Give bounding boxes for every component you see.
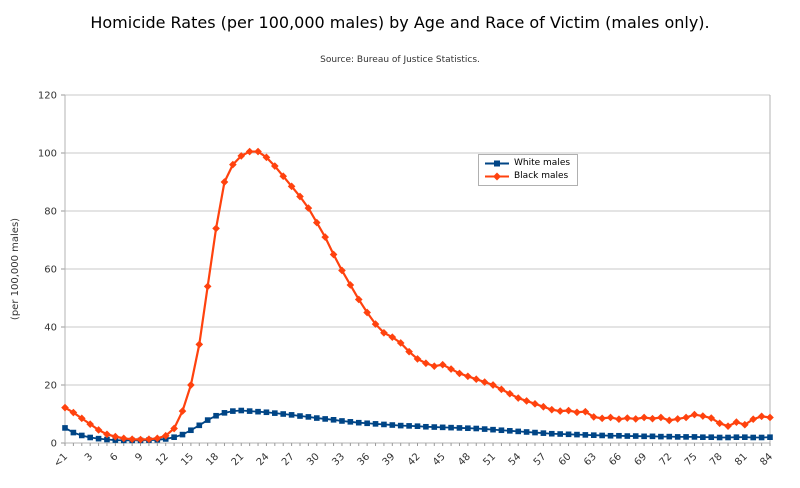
legend: White males Black males [478,154,579,186]
y-axis-title: (per 100,000 males) [10,218,21,320]
svg-text:54: 54 [507,451,524,468]
black-males-series [61,147,774,444]
svg-text:40: 40 [44,323,57,334]
gridlines [65,94,770,444]
svg-text:33: 33 [330,451,347,468]
svg-text:81: 81 [733,451,750,468]
svg-text:24: 24 [255,451,272,468]
svg-text:39: 39 [381,451,398,468]
white-males-series [62,407,773,444]
svg-text:12: 12 [154,451,171,468]
legend-item-white-males: White males [484,158,570,169]
svg-text:3: 3 [83,451,95,463]
svg-text:60: 60 [557,451,574,468]
svg-text:21: 21 [230,451,247,468]
svg-text:45: 45 [431,451,448,468]
svg-text:15: 15 [179,451,196,468]
svg-text:100: 100 [38,149,57,160]
svg-text:66: 66 [607,451,624,468]
svg-text:75: 75 [683,451,700,468]
svg-text:30: 30 [305,451,322,468]
chart-subtitle: Source: Bureau of Justice Statistics. [320,55,480,65]
svg-text:42: 42 [406,451,423,468]
svg-text:72: 72 [658,451,675,468]
legend-label-white-males: White males [514,158,571,168]
svg-text:0: 0 [51,439,57,450]
chart-title: Homicide Rates (per 100,000 males) by Ag… [90,13,710,32]
svg-text:20: 20 [44,381,57,392]
legend-label-black-males: Black males [514,171,569,181]
svg-text:<1: <1 [52,451,70,469]
svg-text:120: 120 [38,91,57,102]
svg-text:27: 27 [280,451,297,468]
svg-text:80: 80 [44,207,57,218]
svg-text:63: 63 [582,451,599,468]
svg-text:48: 48 [456,451,473,468]
svg-text:18: 18 [204,451,221,468]
svg-text:9: 9 [133,451,145,463]
svg-text:84: 84 [758,451,775,468]
white-males-marker-icon [485,160,509,167]
legend-item-black-males: Black males [484,171,570,182]
data-series [61,147,774,444]
svg-text:51: 51 [481,451,498,468]
svg-text:69: 69 [632,451,649,468]
svg-text:78: 78 [708,451,725,468]
svg-text:36: 36 [355,451,372,468]
svg-text:57: 57 [532,451,549,468]
svg-text:6: 6 [108,451,120,463]
black-males-marker-icon [485,172,509,181]
svg-text:60: 60 [44,265,57,276]
